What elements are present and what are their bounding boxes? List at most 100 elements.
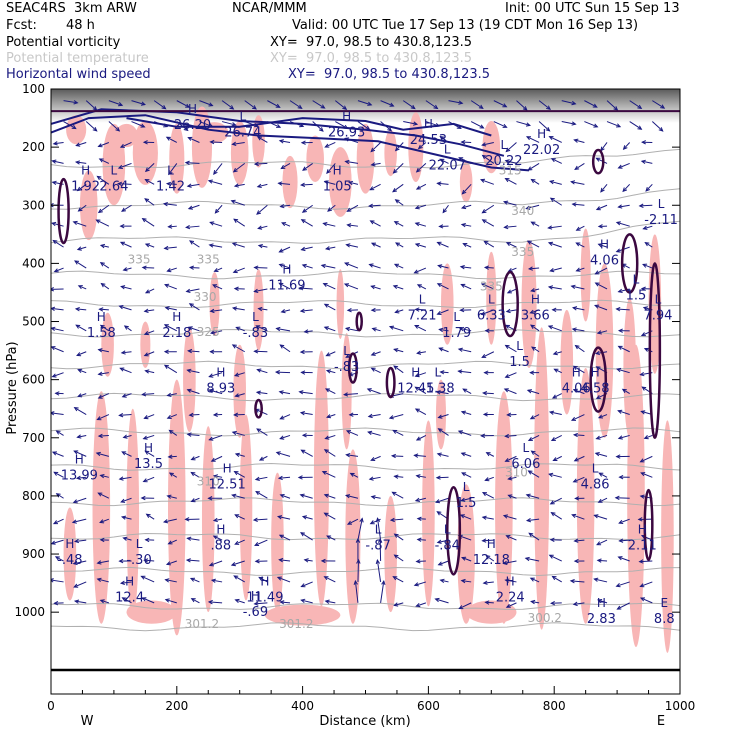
- wind-arrow: [346, 204, 359, 212]
- wind-arrow: [584, 100, 598, 108]
- wind-arrow: [622, 183, 631, 193]
- wind-shaft: [482, 219, 495, 227]
- wind-head: [548, 410, 555, 415]
- wind-head: [303, 558, 309, 563]
- wind-shaft: [300, 494, 313, 499]
- wind-arrow: [96, 560, 109, 565]
- wind-shaft: [279, 140, 291, 143]
- pv-positive-region: [264, 604, 341, 626]
- wind-head: [168, 472, 174, 477]
- wind-arrow: [344, 494, 359, 499]
- wind-shaft: [52, 372, 64, 378]
- wind-arrow: [267, 100, 281, 108]
- wind-head: [369, 220, 375, 225]
- wind-arrow: [392, 576, 404, 583]
- wind-head: [96, 577, 102, 582]
- wind-head: [640, 332, 646, 337]
- wind-shaft: [256, 428, 268, 436]
- wind-arrow: [212, 474, 223, 479]
- pv-contour-loop: [648, 262, 662, 440]
- wind-head: [481, 154, 487, 160]
- wind-head: [186, 388, 192, 393]
- wind-shaft: [493, 121, 507, 128]
- wind-shaft: [390, 518, 404, 521]
- wind-shaft: [324, 576, 336, 583]
- wind-shaft: [425, 100, 438, 109]
- wind-head: [297, 104, 303, 110]
- wind-head: [392, 284, 398, 290]
- wind-head: [529, 577, 535, 582]
- wind-head: [571, 121, 577, 126]
- wind-shaft: [77, 183, 87, 191]
- wind-head: [639, 458, 645, 463]
- wind-arrow: [100, 282, 110, 290]
- wind-head: [140, 101, 146, 106]
- wind-head: [254, 541, 260, 546]
- wind-head: [234, 598, 240, 604]
- wind-arrow: [413, 267, 427, 274]
- wind-shaft: [131, 121, 145, 128]
- wind-head: [548, 180, 555, 185]
- wind-arrow: [551, 393, 562, 399]
- wind-shaft: [357, 121, 370, 131]
- wind-shaft: [232, 431, 245, 436]
- wind-arrow: [278, 246, 291, 253]
- wind-shaft: [78, 393, 87, 397]
- wind-head: [437, 414, 443, 419]
- wind-arrow: [253, 161, 268, 167]
- wind-shaft: [403, 121, 418, 125]
- wind-arrow: [437, 428, 449, 436]
- wind-arrow: [600, 184, 608, 193]
- wind-head: [231, 141, 237, 146]
- extremum-type: L: [655, 293, 662, 307]
- wind-shaft: [301, 219, 313, 227]
- wind-arrow: [230, 560, 245, 567]
- wind-head: [343, 283, 350, 288]
- extremum-value: .88: [210, 538, 231, 553]
- wind-head: [593, 514, 599, 519]
- wind-head: [167, 540, 173, 545]
- wind-arrow: [502, 514, 517, 520]
- init-time: Init: 00 UTC Sun 15 Sep 13: [505, 1, 680, 16]
- wind-head: [168, 429, 174, 435]
- wind-arrow: [327, 204, 336, 212]
- wind-arrow: [209, 330, 223, 335]
- extremum-type: L: [592, 461, 599, 475]
- wind-shaft: [504, 225, 517, 228]
- wind-head: [235, 326, 241, 331]
- wind-head: [166, 268, 172, 273]
- wind-head: [144, 198, 150, 203]
- wind-head: [417, 144, 423, 150]
- wind-head: [207, 496, 213, 501]
- wind-arrow: [435, 475, 449, 480]
- wind-shaft: [460, 266, 472, 269]
- wind-head: [325, 369, 332, 374]
- wind-arrow: [53, 471, 64, 478]
- wind-head: [436, 452, 442, 457]
- wind-head: [300, 598, 306, 603]
- wind-arrow: [525, 204, 540, 210]
- wind-arrow: [572, 432, 585, 438]
- wind-arrow: [388, 414, 404, 420]
- wind-arrow: [76, 351, 87, 357]
- wind-shaft: [482, 155, 495, 164]
- wind-head: [53, 471, 59, 476]
- wind-arrow: [63, 100, 79, 105]
- theta-label: 335: [480, 280, 503, 294]
- wind-arrow: [96, 577, 109, 583]
- wind-head: [370, 147, 376, 153]
- wind-shaft: [168, 225, 177, 228]
- wind-arrow: [212, 412, 223, 417]
- wind-shaft: [348, 181, 359, 185]
- wind-arrow: [529, 370, 540, 375]
- extremum: H12.4: [115, 575, 144, 606]
- wind-head: [459, 307, 465, 313]
- wind-head: [163, 349, 169, 354]
- wind-shaft: [279, 559, 291, 562]
- wind-arrow: [550, 435, 562, 442]
- wind-head: [617, 164, 623, 169]
- wind-head: [51, 159, 57, 164]
- wind-head: [233, 412, 239, 417]
- wind-shaft: [213, 535, 223, 541]
- wind-head: [573, 558, 579, 564]
